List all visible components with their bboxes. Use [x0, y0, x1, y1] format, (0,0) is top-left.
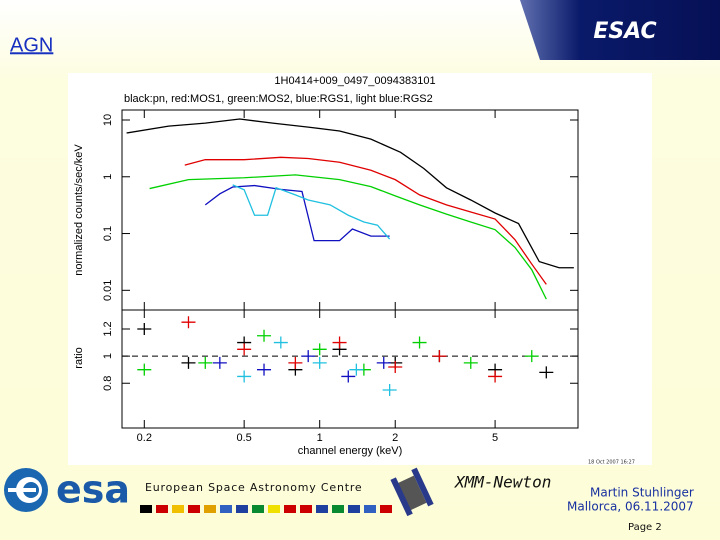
ratio-axis-label: ratio [73, 347, 85, 368]
y-tick-label: 1.2 [102, 321, 114, 336]
ratio-point [388, 360, 403, 373]
spectrum-line [126, 118, 574, 269]
section-title: AGN [10, 34, 53, 56]
y-axis-label: normalized counts/sec/keV [73, 144, 85, 276]
ratio-point [332, 336, 347, 349]
ratio-point [237, 370, 252, 383]
x-tick-label: 0.2 [137, 432, 152, 444]
author: Martin Stuhlinger [590, 486, 694, 500]
ratio-point [341, 370, 356, 383]
ratio-point [488, 370, 503, 383]
ratio-point [539, 366, 554, 379]
spectrum-line [184, 156, 547, 285]
x-tick-label: 0.5 [237, 432, 252, 444]
mission: XMM-Newton [454, 473, 551, 492]
x-axis-label: channel energy (keV) [298, 445, 403, 457]
x-tick-label: 2 [392, 432, 398, 444]
ratio-point [432, 350, 447, 363]
y-tick-label: 1 [102, 353, 114, 359]
ratio-point [273, 336, 288, 349]
y-tick-label: 10 [102, 114, 114, 126]
ratio-point [463, 356, 478, 369]
spectrum-line [149, 174, 547, 300]
ratio-point [288, 356, 303, 369]
spectrum-line [204, 184, 390, 242]
org: ESAC [593, 19, 656, 44]
ratio-point [137, 363, 152, 376]
flags [140, 505, 392, 513]
y-tick-label: 0.8 [102, 376, 114, 391]
ratio-point [301, 350, 316, 363]
page-number: Page 2 [628, 522, 662, 533]
y-tick-label: 0.01 [102, 280, 114, 301]
ratio-point [181, 356, 196, 369]
banner [520, 0, 720, 60]
y-tick-label: 0.1 [102, 226, 114, 241]
ratio-point [237, 343, 252, 356]
ratio-point [382, 384, 397, 397]
ratio-point [198, 356, 213, 369]
ratio-point [412, 336, 427, 349]
ratio-point [312, 356, 327, 369]
ratio-point [312, 343, 327, 356]
ratio-point [349, 363, 364, 376]
plot-title: 1H0414+009_0497_0094383101 [274, 75, 435, 87]
place-date: Mallorca, 06.11.2007 [567, 500, 694, 514]
x-tick-label: 1 [317, 432, 323, 444]
spectrum-line [232, 184, 391, 240]
x-tick-label: 5 [492, 432, 498, 444]
svg-text:esa: esa [56, 468, 130, 512]
ratio-point [524, 350, 539, 363]
ratio-point [257, 363, 272, 376]
timestamp: 18 Oct 2007 16:27 [588, 460, 635, 466]
ratio-point [137, 322, 152, 335]
plot-frame [121, 109, 579, 429]
ratio-point [376, 356, 391, 369]
esa-logo: esa [4, 468, 130, 512]
ratio-point [257, 329, 272, 342]
plot-background [68, 73, 652, 465]
y-tick-label: 1 [102, 174, 114, 180]
centre-name: European Space Astronomy Centre [145, 481, 363, 494]
satellite-icon [390, 467, 434, 517]
plot-subtitle: black:pn, red:MOS1, green:MOS2, blue:RGS… [124, 93, 433, 105]
ratio-point [212, 356, 227, 369]
ratio-point [181, 316, 196, 329]
